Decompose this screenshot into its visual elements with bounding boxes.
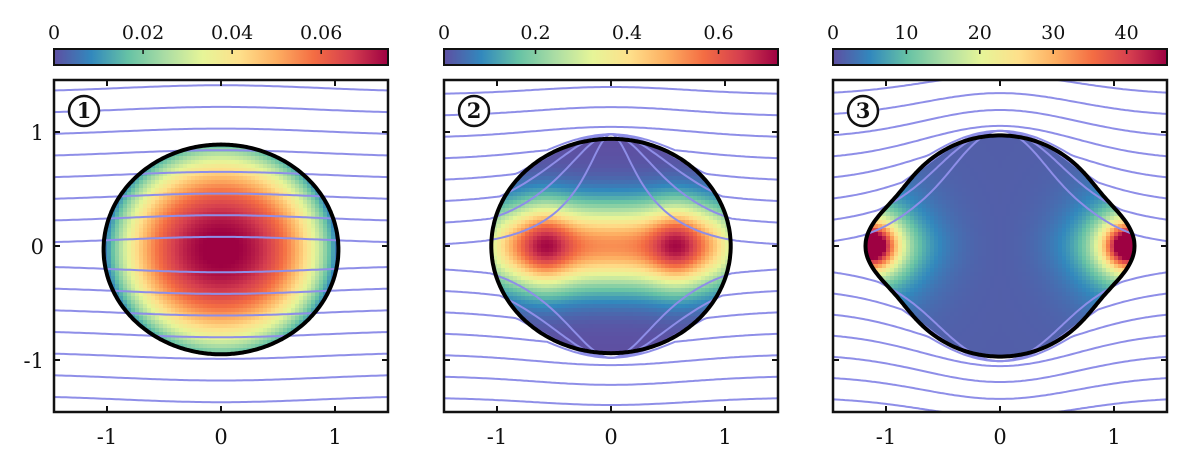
panel-2: 0 0.2 0.4 0.6 -1 0 1 2: [438, 22, 780, 449]
colorbar-3-tick-label: 30: [1041, 22, 1065, 44]
colorbar-2-tick-label: 0: [438, 22, 450, 44]
panel-2-axis-ticks: -1 0 1: [444, 80, 778, 449]
streamline: [54, 149, 388, 157]
colorbar-3-tick-label: 0: [827, 22, 839, 44]
y-tick-label: 0: [31, 235, 44, 259]
x-tick-label: 1: [1107, 425, 1120, 449]
streamline: [54, 352, 388, 360]
x-tick-label: 1: [328, 425, 341, 449]
colorbar-3-tick-label: 20: [968, 22, 992, 44]
x-tick-label: 1: [718, 425, 731, 449]
colorbar-3-tick-label: 40: [1115, 22, 1139, 44]
streamline: [444, 375, 778, 386]
streamline: [54, 170, 388, 179]
streamline: [54, 84, 388, 92]
panel-3-axis-ticks: -1 0 1: [833, 80, 1167, 449]
x-tick-label: -1: [876, 425, 896, 449]
panel-2-badge: 2: [457, 94, 491, 128]
panel-2-badge-circle: [457, 94, 491, 128]
panel-3: 0 10 20 30 40 -1 0 1 3: [827, 22, 1169, 449]
colorbar-1-tick-label: 0.02: [122, 22, 164, 44]
panel-3-heatmap: [865, 135, 1135, 357]
y-tick-label: 1: [31, 121, 44, 145]
streamline: [833, 355, 1167, 383]
streamline: [54, 395, 388, 404]
panel-1-droplet-outline: [101, 142, 341, 357]
streamline: [54, 105, 388, 114]
x-tick-label: 0: [993, 425, 1006, 449]
panel-3-field: [865, 135, 1135, 357]
streamline: [833, 129, 1167, 179]
streamline: [444, 125, 778, 138]
streamline: [444, 354, 778, 367]
streamline: [54, 330, 388, 339]
streamline: [833, 334, 1167, 368]
panel-1-badge-text: 1: [77, 98, 92, 123]
streamline: [54, 192, 388, 200]
streamline: [833, 109, 1167, 137]
panel-1-axis-ticks: -1 0 1 1 0 -1: [24, 80, 388, 449]
x-tick-label: -1: [487, 425, 507, 449]
colorbar-1: 0 0.02 0.04 0.06: [48, 22, 389, 66]
streamline: [54, 287, 388, 295]
streamline: [54, 374, 388, 382]
colorbar-2-ticks: 0 0.2 0.4 0.6: [438, 22, 734, 54]
colorbar-2: 0 0.2 0.4 0.6: [438, 22, 779, 66]
colorbar-3-bar: [832, 48, 1168, 66]
colorbar-2-bar: [443, 48, 779, 66]
colorbar-3-ticks: 0 10 20 30 40: [827, 22, 1139, 54]
colorbar-3: 0 10 20 30 40: [827, 22, 1168, 66]
x-tick-label: -1: [97, 425, 117, 449]
panel-1-badge-circle: [67, 94, 101, 128]
x-tick-label: 0: [214, 425, 227, 449]
y-tick-label: -1: [24, 349, 44, 373]
colorbar-2-tick-label: 0.6: [703, 22, 733, 44]
streamline: [833, 80, 1167, 94]
streamline: [54, 127, 388, 135]
panel-3-badge-text: 3: [856, 98, 871, 123]
streamline: [444, 106, 778, 117]
streamline: [833, 92, 1167, 115]
streamline: [444, 397, 778, 406]
panel-3-droplet-outline: [863, 133, 1137, 359]
panel-3-badge: 3: [846, 94, 880, 128]
panel-3-badge-circle: [846, 94, 880, 128]
streamline: [833, 124, 1167, 158]
colorbar-1-ticks: 0 0.02 0.04 0.06: [48, 22, 342, 54]
colorbar-1-tick-label: 0: [48, 22, 60, 44]
panel-1: 0 0.02 0.04 0.06 -1 0 1 1 0 -1 1: [24, 22, 390, 449]
streamline: [54, 235, 388, 244]
colorbar-3-tick-label: 10: [894, 22, 918, 44]
streamline: [444, 133, 778, 160]
streamline: [444, 86, 778, 95]
panel-2-badge-text: 2: [467, 98, 482, 123]
panel-2-droplet-outline: [489, 136, 733, 356]
colorbar-2-tick-label: 0.2: [520, 22, 550, 44]
colorbar-1-tick-label: 0.06: [300, 22, 342, 44]
colorbar-1-bar: [53, 48, 389, 66]
streamline: [833, 398, 1167, 412]
x-tick-label: 0: [604, 425, 617, 449]
streamline: [54, 309, 388, 317]
streamline: [833, 377, 1167, 400]
panel-1-badge: 1: [67, 94, 101, 128]
colorbar-1-tick-label: 0.04: [211, 22, 253, 44]
colorbar-2-tick-label: 0.4: [612, 22, 642, 44]
